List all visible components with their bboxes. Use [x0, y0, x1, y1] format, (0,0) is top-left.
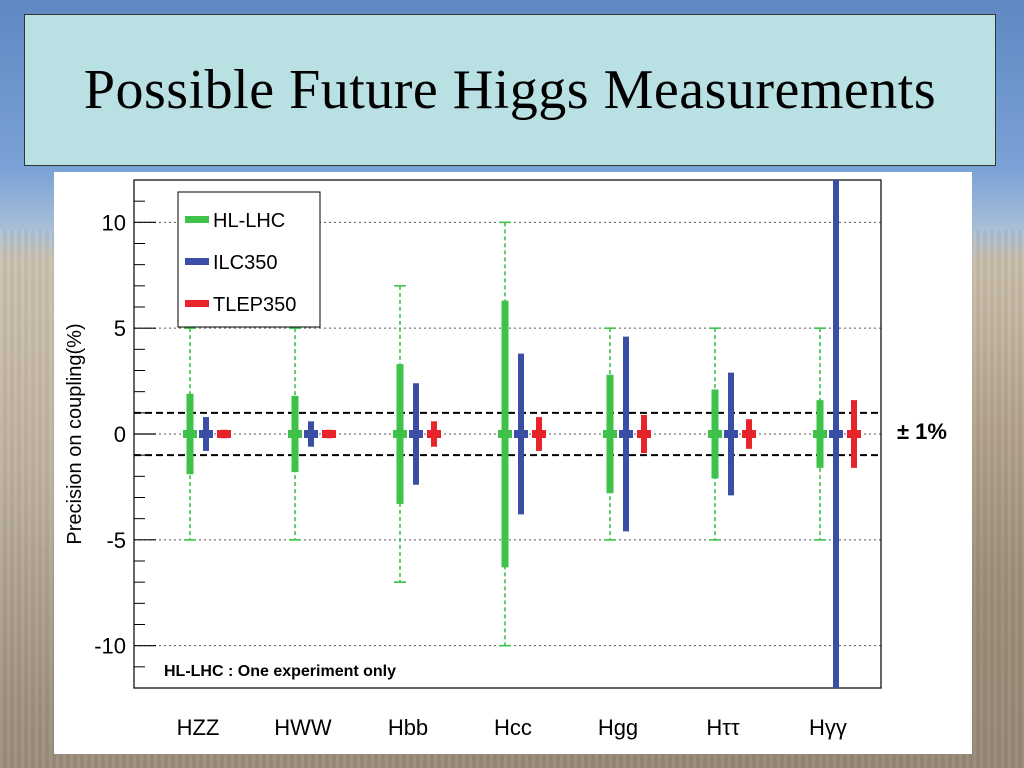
tlep350-marker [637, 430, 651, 438]
legend-swatch-ilc350 [185, 258, 209, 265]
tlep350-marker [847, 430, 861, 438]
x-tick-label: Hgg [598, 715, 638, 740]
y-tick-label: 10 [102, 210, 126, 235]
tlep350-marker [742, 430, 756, 438]
reference-label: ± 1% [897, 419, 947, 444]
ilc350-marker [409, 430, 423, 438]
hl-lhc-marker [603, 430, 617, 438]
tlep350-marker [427, 430, 441, 438]
legend-swatch-hl-lhc [185, 216, 209, 223]
hl-lhc-marker [708, 430, 722, 438]
chart-annotation: HL-LHC : One experiment only [164, 663, 396, 680]
hl-lhc-marker [183, 430, 197, 438]
ilc350-marker [619, 430, 633, 438]
y-tick-label: -5 [106, 528, 126, 553]
tlep350-marker [532, 430, 546, 438]
legend-swatch-tlep350 [185, 300, 209, 307]
x-tick-label: Hττ [706, 715, 740, 740]
ilc350-marker [199, 430, 213, 438]
ilc350-marker [514, 430, 528, 438]
y-tick-label: 5 [114, 316, 126, 341]
tlep350-marker [217, 430, 231, 438]
tlep350-marker [322, 430, 336, 438]
x-tick-label: HZZ [177, 715, 220, 740]
hl-lhc-marker [498, 430, 512, 438]
legend-label-tlep350: TLEP350 [213, 294, 296, 316]
x-tick-label: Hγγ [809, 715, 847, 740]
legend-label-ilc350: ILC350 [213, 252, 278, 274]
y-tick-label: -10 [94, 634, 126, 659]
ilc350-marker [724, 430, 738, 438]
slide-title: Possible Future Higgs Measurements [83, 59, 937, 121]
y-tick-label: 0 [114, 422, 126, 447]
title-box: Possible Future Higgs Measurements [24, 14, 996, 166]
y-axis-label: Precision on coupling(%) [64, 323, 86, 544]
hl-lhc-marker [813, 430, 827, 438]
hl-lhc-marker [393, 430, 407, 438]
legend-label-hl-lhc: HL-LHC [213, 210, 285, 232]
x-tick-label: Hbb [388, 715, 428, 740]
ilc350-marker [829, 430, 843, 438]
higgs-coupling-chart: 10 5 0 -5 -10 HZZ HWW Hbb Hcc Hgg Hττ Hγγ HL-LHC ILC… [64, 179, 947, 740]
x-tick-label: HWW [274, 715, 332, 740]
hl-lhc-marker [288, 430, 302, 438]
x-tick-label: Hcc [494, 715, 532, 740]
chart-panel: 10 5 0 -5 -10 HZZ HWW Hbb Hcc Hgg Hττ Hγγ HL-LHC ILC… [54, 172, 972, 754]
ilc350-marker [304, 430, 318, 438]
